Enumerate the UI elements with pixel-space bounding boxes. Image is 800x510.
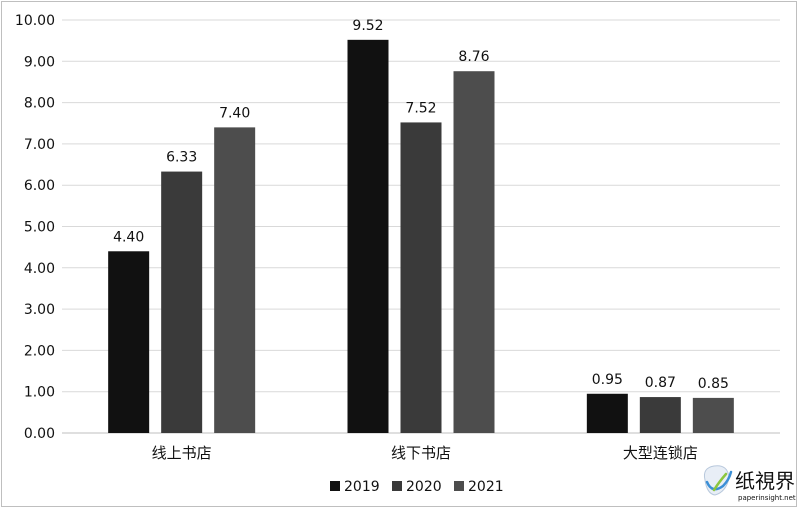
watermark-logo-icon <box>703 465 733 496</box>
y-tick-label: 3.00 <box>24 302 55 318</box>
y-tick-label: 6.00 <box>24 178 55 194</box>
watermark: 纸視界 paperinsight.net <box>703 465 796 502</box>
y-tick-label: 10.00 <box>15 13 55 29</box>
data-label: 0.95 <box>592 372 623 388</box>
legend-label: 2019 <box>344 479 380 495</box>
watermark-text: 纸視界 <box>735 469 795 493</box>
legend-swatch <box>392 481 402 491</box>
legend-label: 2020 <box>406 479 442 495</box>
y-tick-label: 9.00 <box>24 54 55 70</box>
bar-2020-2 <box>400 122 442 433</box>
y-tick-label: 1.00 <box>24 385 55 401</box>
legend-label: 2021 <box>468 479 504 495</box>
x-category-label: 线上书店 <box>152 444 212 462</box>
data-label: 0.87 <box>645 375 676 391</box>
bar-2021-3 <box>692 397 734 433</box>
bar-2021-1 <box>214 127 256 433</box>
bars <box>108 39 734 434</box>
bar-2021-2 <box>453 71 495 433</box>
data-label: 9.52 <box>352 18 383 34</box>
y-tick-label: 4.00 <box>24 261 55 277</box>
y-tick-label: 0.00 <box>24 426 55 442</box>
bar-2019-2 <box>347 39 389 433</box>
data-label: 4.40 <box>113 229 144 245</box>
x-category-label: 线下书店 <box>391 444 451 462</box>
y-tick-label: 2.00 <box>24 343 55 359</box>
y-tick-label: 8.00 <box>24 96 55 112</box>
x-axis: 线上书店 线下书店 大型连锁店 <box>152 444 698 462</box>
y-tick-label: 5.00 <box>24 220 55 236</box>
legend-item-2020[interactable]: 2020 <box>392 479 442 495</box>
data-label: 0.85 <box>698 376 729 392</box>
bar-2020-3 <box>639 397 681 433</box>
data-label: 6.33 <box>166 150 197 166</box>
data-label: 7.40 <box>219 105 250 121</box>
bar-2019-3 <box>586 393 628 433</box>
x-category-label: 大型连锁店 <box>623 444 698 462</box>
data-label: 8.76 <box>458 49 489 65</box>
data-label: 7.52 <box>405 100 436 116</box>
legend-item-2021[interactable]: 2021 <box>454 479 504 495</box>
watermark-url: paperinsight.net <box>738 494 796 502</box>
bar-2019-1 <box>108 251 150 433</box>
legend-swatch <box>330 481 340 491</box>
data-labels: 4.40 6.33 7.40 9.52 7.52 8.76 0.95 0.87 0.85 <box>113 18 729 392</box>
legend-swatch <box>454 481 464 491</box>
legend[interactable]: 2019 2020 2021 <box>330 479 504 495</box>
y-tick-label: 7.00 <box>24 137 55 153</box>
legend-item-2019[interactable]: 2019 <box>330 479 380 495</box>
bar-2020-1 <box>161 171 203 434</box>
